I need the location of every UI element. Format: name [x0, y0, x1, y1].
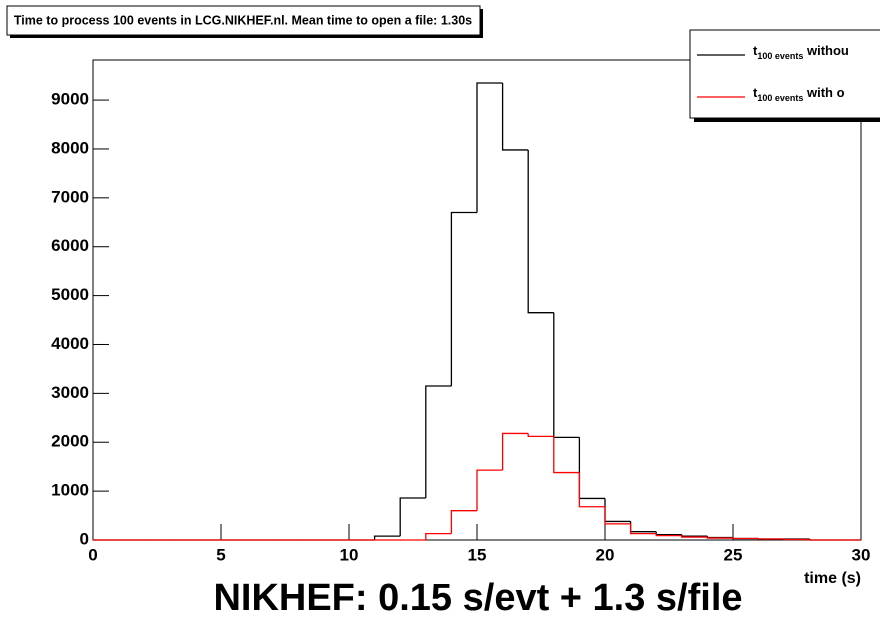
histogram-bin	[399, 497, 426, 537]
x-tick-label: 15	[468, 545, 487, 564]
histogram-bin	[681, 534, 708, 537]
x-tick-label: 25	[724, 545, 743, 564]
y-tick-label: 6000	[51, 236, 89, 255]
x-tick-label: 10	[340, 545, 359, 564]
histogram-bin	[655, 533, 682, 537]
x-tick-label: 5	[216, 545, 225, 564]
histogram-bin	[629, 521, 657, 533]
chart-title: Time to process 100 events in LCG.NIKHEF…	[14, 13, 472, 27]
y-tick-label: 0	[80, 529, 89, 548]
histogram-bin	[629, 523, 657, 535]
histogram-bin	[706, 536, 733, 539]
y-tick-label: 3000	[51, 383, 89, 402]
histogram-bin	[553, 436, 580, 474]
histogram-bin	[706, 537, 733, 539]
histogram-bin	[604, 506, 631, 525]
x-tick-label: 20	[596, 545, 615, 564]
histogram-bin	[476, 469, 503, 511]
histogram-bin	[655, 531, 682, 536]
histogram-bin	[578, 437, 605, 500]
legend-box	[689, 29, 880, 119]
x-tick-label: 30	[852, 545, 871, 564]
histogram-bin	[681, 535, 708, 538]
annotation: NIKHEF: 0.15 s/evt + 1.3 s/file	[213, 577, 742, 619]
y-tick-label: 8000	[51, 138, 89, 157]
histogram-bin	[604, 498, 631, 523]
legend-label: t100 events with o	[753, 85, 845, 103]
histogram-bin	[553, 312, 580, 439]
histogram-bin	[578, 472, 605, 508]
histogram-bin	[501, 82, 529, 151]
histogram-bin	[476, 82, 503, 213]
histogram-bin	[373, 535, 401, 540]
x-tick-label: 0	[88, 545, 97, 564]
y-tick-label: 9000	[51, 90, 89, 109]
y-tick-label: 1000	[51, 481, 89, 500]
x-axis-label: time (s)	[804, 570, 861, 587]
legend-label: t100 events withou	[753, 43, 849, 61]
histogram-bin	[450, 510, 477, 534]
histogram-bin	[527, 433, 554, 438]
y-tick-label: 7000	[51, 187, 89, 206]
histogram-bin	[425, 532, 452, 540]
histogram-bin	[527, 149, 554, 314]
y-tick-label: 4000	[51, 334, 89, 353]
histogram-bin	[501, 432, 529, 471]
y-tick-label: 5000	[51, 285, 89, 304]
y-tick-label: 2000	[51, 432, 89, 451]
title-box	[6, 5, 481, 36]
histogram-bin	[450, 211, 477, 387]
histogram-bin	[425, 385, 452, 498]
